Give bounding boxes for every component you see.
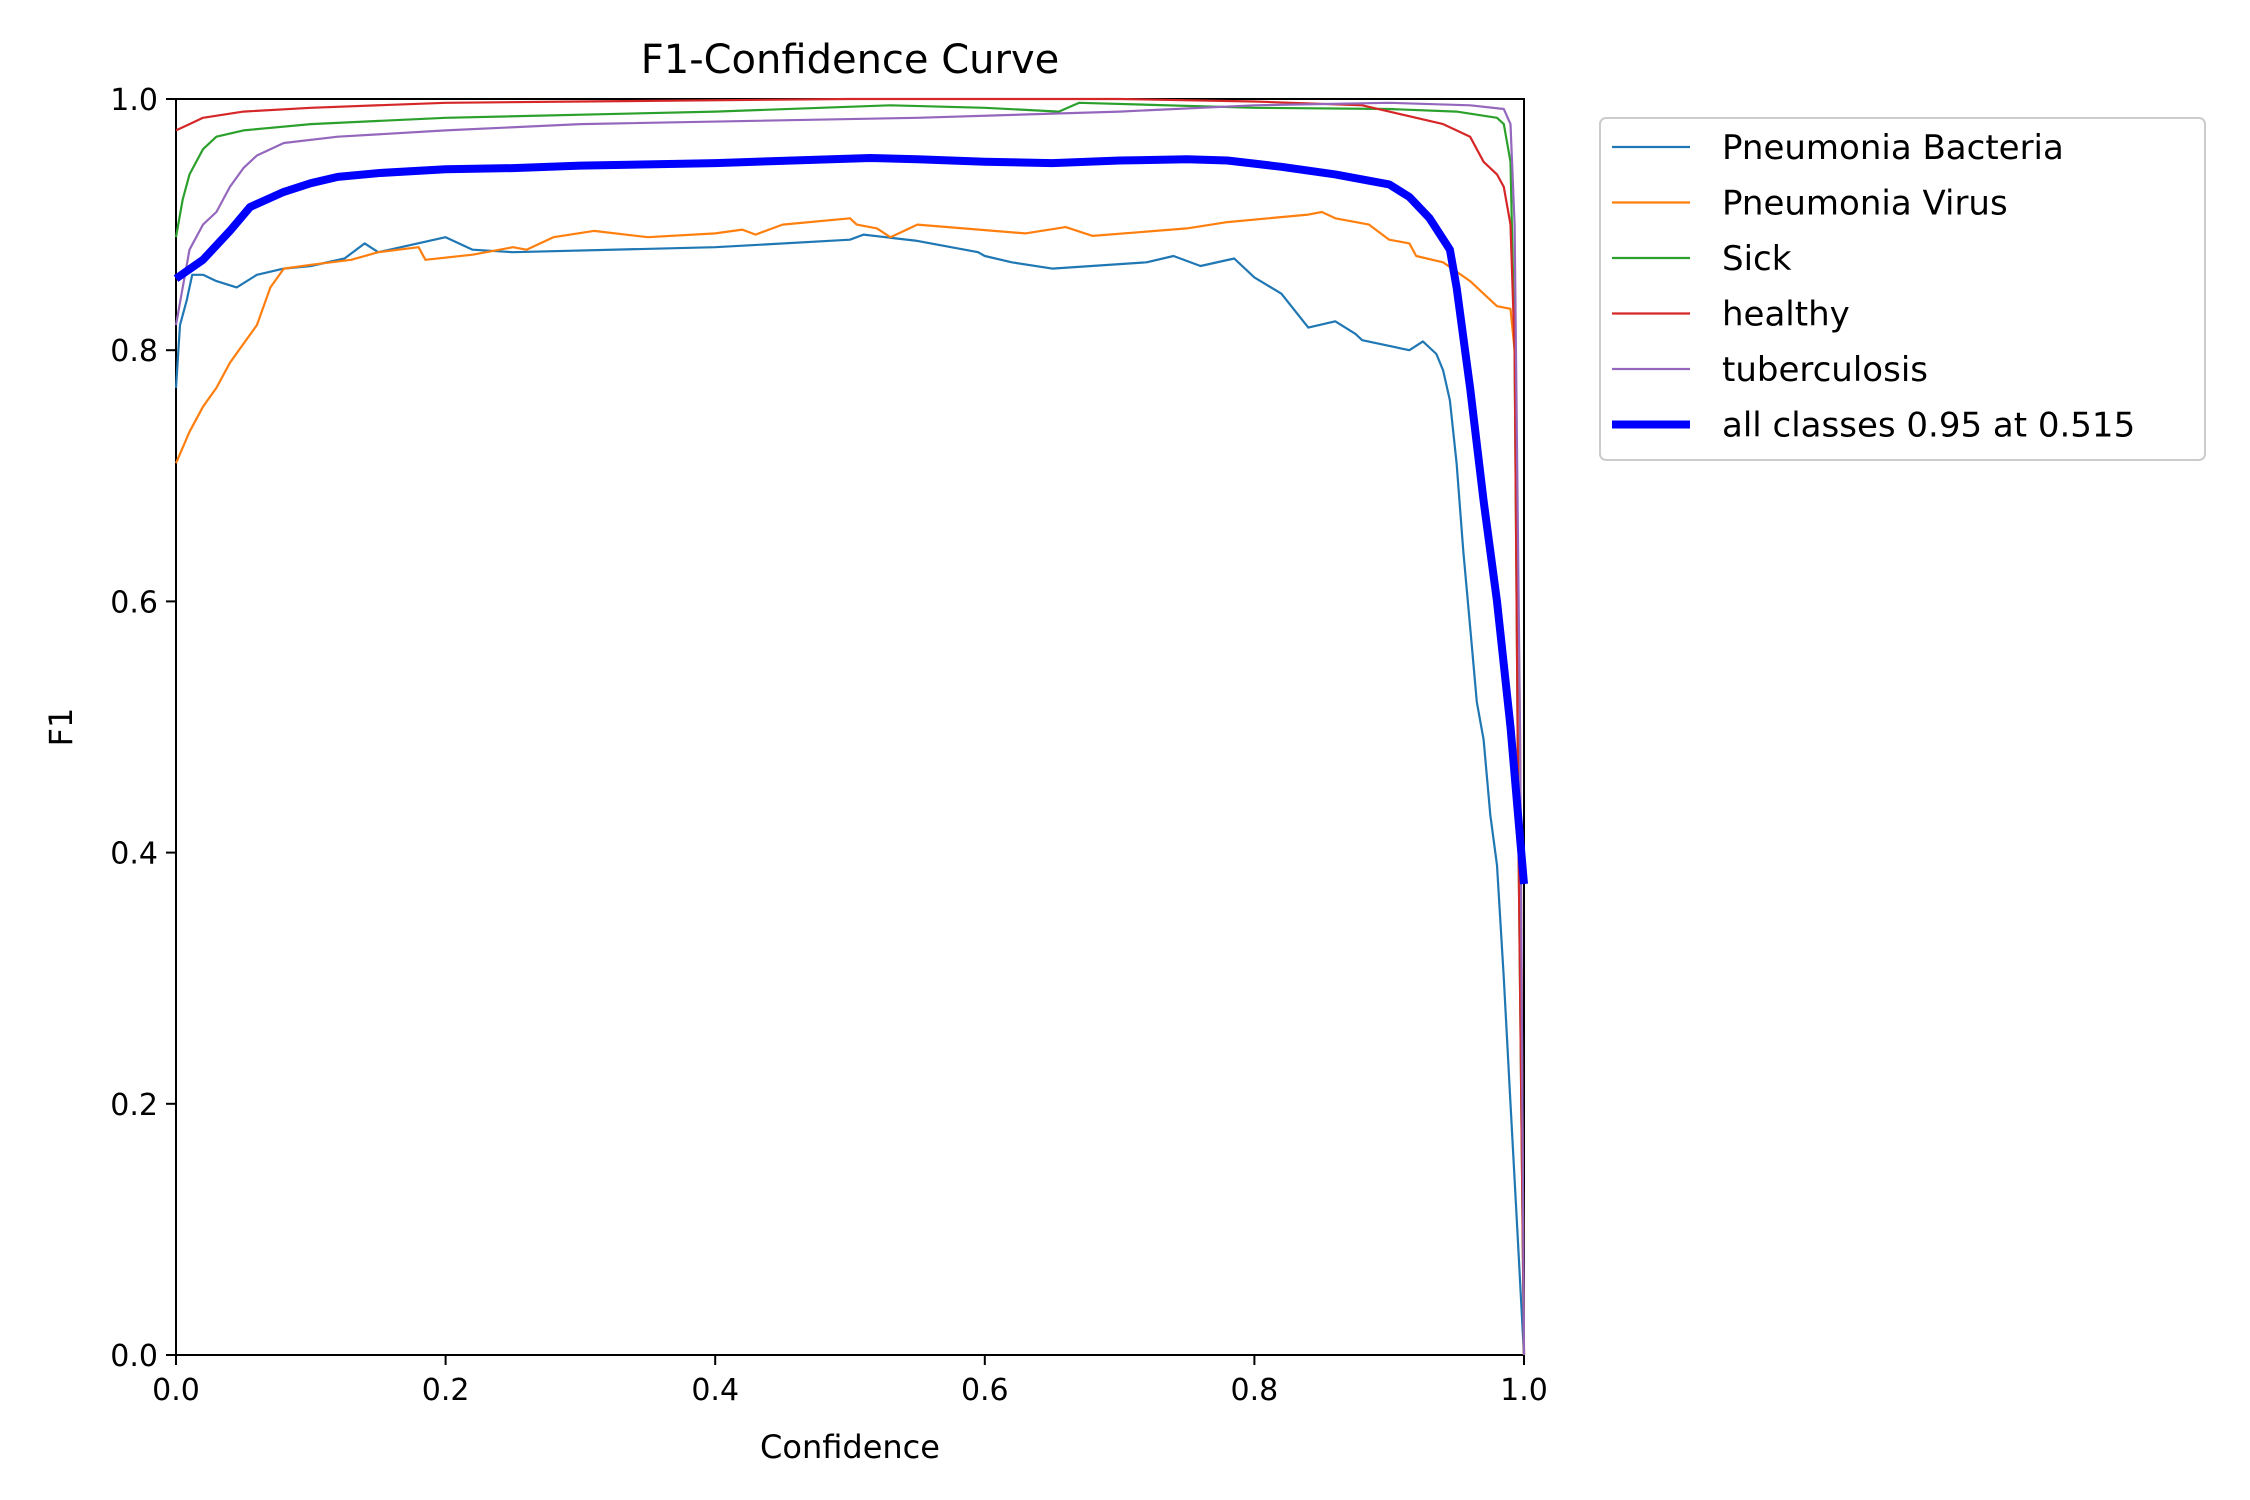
legend-label-tuberculosis: tuberculosis bbox=[1722, 350, 1928, 390]
series-line-all-classes-0-95-at-0-515 bbox=[173, 154, 1528, 885]
y-tick-label: 0.8 bbox=[110, 334, 158, 369]
x-tick-label: 1.0 bbox=[1500, 1373, 1548, 1408]
y-tick-label: 0.6 bbox=[110, 585, 158, 620]
y-tick-label: 0.2 bbox=[110, 1088, 158, 1123]
legend: Pneumonia Bacteria Pneumonia Virus Sick hea… bbox=[1599, 117, 2206, 461]
x-axis-title: Confidence bbox=[760, 1428, 940, 1466]
legend-label-sick: Sick bbox=[1722, 239, 1792, 279]
legend-label-healthy: healthy bbox=[1722, 295, 1850, 335]
chart-title: F1-Confidence Curve bbox=[641, 37, 1060, 83]
x-tick-label: 0.0 bbox=[152, 1373, 200, 1408]
series-line-healthy bbox=[175, 97, 1526, 1356]
legend-frame bbox=[1599, 117, 2206, 461]
y-tick-label: 0.4 bbox=[110, 837, 158, 872]
y-tick-label: 0.0 bbox=[110, 1339, 158, 1374]
series-line-tuberculosis bbox=[174, 101, 1526, 1356]
legend-label-all-classes-0-95-at-0-515: all classes 0.95 at 0.515 bbox=[1722, 406, 2135, 446]
y-axis-title: F1 bbox=[42, 708, 80, 747]
x-tick-label: 0.8 bbox=[1231, 1373, 1279, 1408]
series-line-sick bbox=[174, 101, 1526, 1356]
plot-area: 0.0 0.2 0.4 0.6 0.8 1.0 0.0 0.2 0.4 0.6 0.8 1.0 bbox=[110, 83, 1548, 1408]
series-line-pneumonia-virus bbox=[174, 210, 1526, 1356]
x-axis-ticks: 0.0 0.2 0.4 0.6 0.8 1.0 bbox=[152, 1355, 1548, 1408]
series-layer bbox=[173, 97, 1528, 1356]
x-tick-label: 0.6 bbox=[961, 1373, 1009, 1408]
legend-label-pneumonia-bacteria: Pneumonia Bacteria bbox=[1722, 128, 2064, 168]
x-tick-label: 0.2 bbox=[422, 1373, 470, 1408]
y-axis-ticks: 0.0 0.2 0.4 0.6 0.8 1.0 bbox=[110, 83, 176, 1374]
x-tick-label: 0.4 bbox=[691, 1373, 739, 1408]
y-tick-label: 1.0 bbox=[110, 83, 158, 118]
legend-label-pneumonia-virus: Pneumonia Virus bbox=[1722, 184, 2008, 224]
legend-items: Pneumonia Bacteria Pneumonia Virus Sick hea… bbox=[1612, 128, 2135, 446]
